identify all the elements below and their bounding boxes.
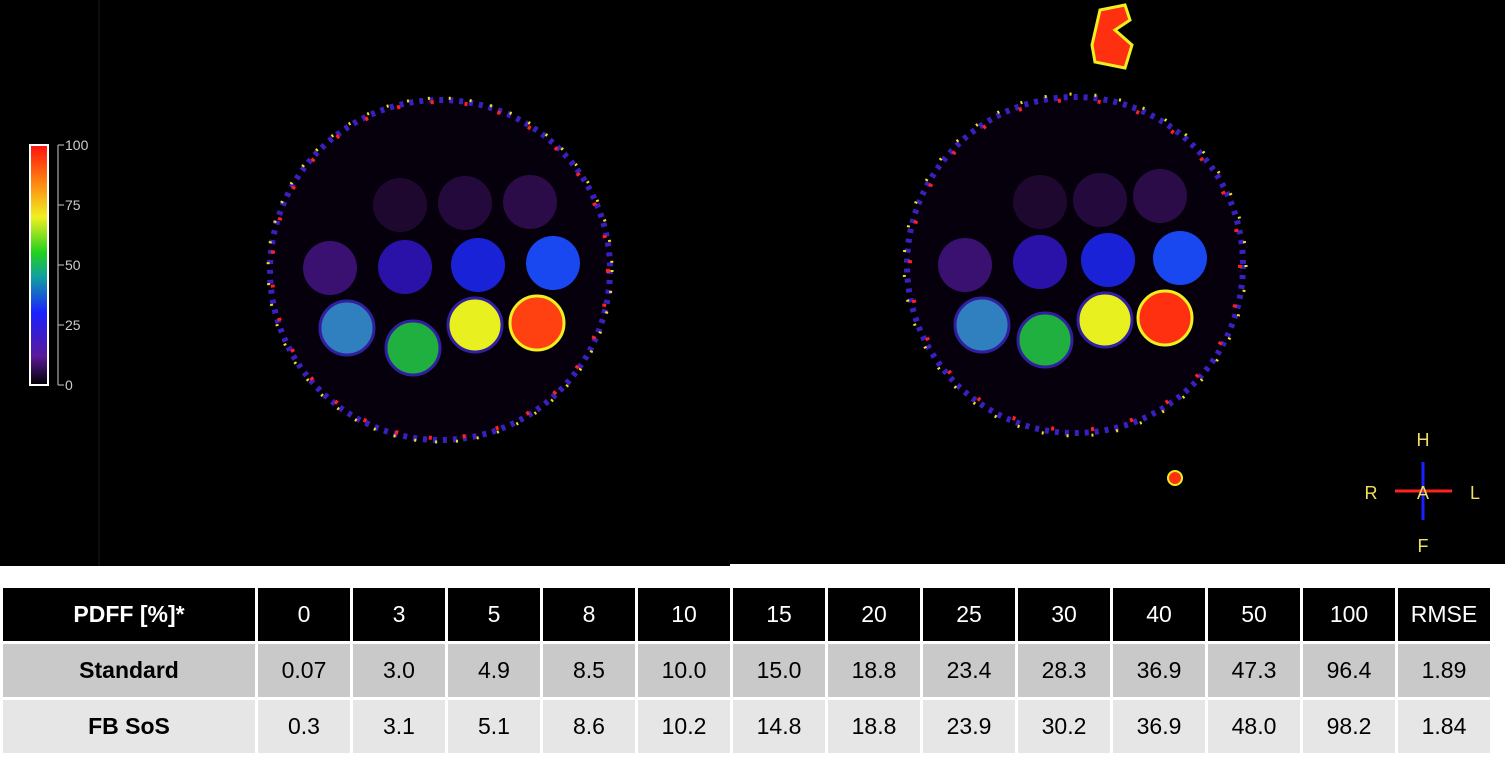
table-cell: 96.4 [1303, 644, 1395, 697]
orientation-label: R [1365, 483, 1378, 503]
table-cell: 48.0 [1208, 700, 1300, 753]
table-cell: 47.3 [1208, 644, 1300, 697]
table-cell: 20 [828, 588, 920, 641]
table-row: FB SoS 0.3 3.1 5.1 8.6 10.2 14.8 18.8 23.9 30.2 36… [3, 700, 1490, 753]
table-cell: 4.9 [448, 644, 540, 697]
row-label: PDFF [%]* [3, 588, 255, 641]
table-cell: 8.5 [543, 644, 635, 697]
orientation-label: A [1417, 483, 1429, 503]
table-cell: 36.9 [1113, 644, 1205, 697]
table-cell: 98.2 [1303, 700, 1395, 753]
table-cell: 5 [448, 588, 540, 641]
results-table: PDFF [%]* 0 3 5 8 10 15 20 25 30 40 50 100 RMSE Standa… [0, 585, 1493, 756]
table-cell: 8 [543, 588, 635, 641]
table-cell: 40 [1113, 588, 1205, 641]
table-cell: 3.0 [353, 644, 445, 697]
table-cell: 18.8 [828, 700, 920, 753]
colorbar-label: 50 [65, 257, 81, 273]
table-cell: 10.0 [638, 644, 730, 697]
row-label: Standard [3, 644, 255, 697]
orientation-label: F [1418, 536, 1429, 556]
table-row: Standard 0.07 3.0 4.9 8.5 10.0 15.0 18.8 23.4 28.… [3, 644, 1490, 697]
colorbar [29, 144, 49, 386]
table-cell: 23.9 [923, 700, 1015, 753]
table-cell: 36.9 [1113, 700, 1205, 753]
table-cell: 30.2 [1018, 700, 1110, 753]
mri-figure: 100 75 50 25 0 H R A L F [0, 0, 1505, 566]
table-cell: 23.4 [923, 644, 1015, 697]
table-cell: 3.1 [353, 700, 445, 753]
table-cell: 18.8 [828, 644, 920, 697]
table-cell: 3 [353, 588, 445, 641]
table-cell: 0 [258, 588, 350, 641]
colorbar-label: 0 [65, 377, 73, 393]
right-phantom [902, 3, 1248, 486]
table-cell: 25 [923, 588, 1015, 641]
table-cell: 0.3 [258, 700, 350, 753]
colorbar-label: 25 [65, 317, 81, 333]
row-label: FB SoS [3, 700, 255, 753]
table-cell: 15.0 [733, 644, 825, 697]
table-cell: 14.8 [733, 700, 825, 753]
table-cell: 8.6 [543, 700, 635, 753]
table-cell: 10.2 [638, 700, 730, 753]
left-phantom [266, 96, 614, 444]
orientation-label: H [1417, 430, 1430, 450]
table-cell: 30 [1018, 588, 1110, 641]
table-cell: 50 [1208, 588, 1300, 641]
orientation-label: L [1470, 483, 1480, 503]
table-row: PDFF [%]* 0 3 5 8 10 15 20 25 30 40 50 100 RMSE [3, 588, 1490, 641]
table-cell: 1.84 [1398, 700, 1490, 753]
table-cell: 15 [733, 588, 825, 641]
table-cell: 28.3 [1018, 644, 1110, 697]
colorbar-ticks: 100 75 50 25 0 [58, 137, 89, 393]
colorbar-label: 75 [65, 197, 81, 213]
table-cell: 10 [638, 588, 730, 641]
table-cell: 100 [1303, 588, 1395, 641]
table-cell: 1.89 [1398, 644, 1490, 697]
table-cell: RMSE [1398, 588, 1490, 641]
table-cell: 0.07 [258, 644, 350, 697]
colorbar-label: 100 [65, 137, 89, 153]
table-cell: 5.1 [448, 700, 540, 753]
